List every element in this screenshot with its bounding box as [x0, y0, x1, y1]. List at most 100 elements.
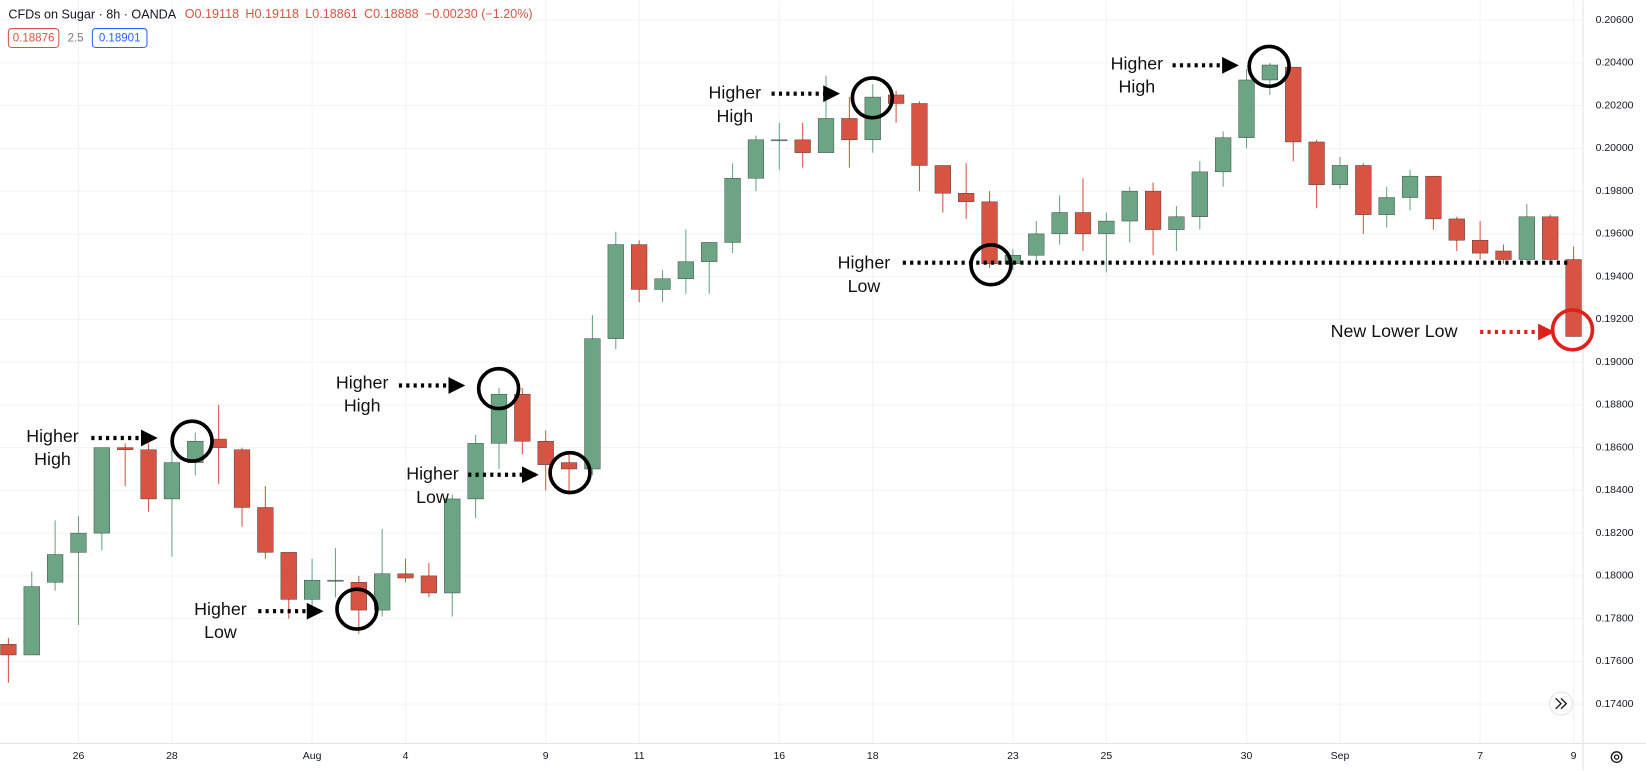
y-tick-label: 0.18000	[1596, 571, 1634, 582]
candle-body	[280, 552, 297, 600]
candle-body	[93, 447, 110, 534]
candle-body	[981, 201, 998, 265]
x-tick-label: 4	[403, 751, 409, 762]
y-tick-label: 0.20000	[1596, 143, 1634, 154]
candle-body	[888, 94, 905, 104]
grid	[0, 0, 1584, 744]
candle-body	[537, 441, 554, 465]
x-tick-label: 30	[1241, 751, 1253, 762]
candle-body	[0, 644, 17, 656]
scroll-button[interactable]	[1548, 691, 1574, 716]
candle-body	[1542, 216, 1559, 260]
candle-body	[1121, 190, 1138, 222]
annotation-line: Higher	[838, 252, 891, 272]
candle-body	[958, 193, 975, 203]
x-tick-label: 25	[1101, 751, 1113, 762]
candle-body	[23, 586, 40, 656]
candle-body	[1472, 240, 1489, 254]
y-tick-label: 0.20200	[1596, 100, 1634, 111]
candle-body	[794, 139, 811, 153]
annotation-line: Low	[416, 487, 449, 507]
candles	[0, 62, 1582, 683]
candle-body	[584, 338, 601, 470]
candle-body	[1004, 255, 1021, 265]
candle-body	[420, 575, 437, 594]
x-tick-label: 7	[1477, 751, 1483, 762]
y-tick-label: 0.18600	[1596, 442, 1634, 453]
annotation-line: Higher	[336, 372, 389, 392]
y-tick-label: 0.19400	[1596, 271, 1634, 282]
candle-body	[677, 261, 694, 279]
annotation-line: High	[34, 449, 71, 469]
y-tick-label: 0.19000	[1596, 357, 1634, 368]
annotation: Higher High	[336, 372, 389, 415]
y-tick-label: 0.19800	[1596, 186, 1634, 197]
candle-body	[257, 507, 274, 553]
badge: 2.5	[68, 33, 84, 45]
badge-box	[91, 28, 148, 49]
x-tick-label: 26	[73, 751, 85, 762]
y-tick-label: 0.20400	[1596, 58, 1634, 69]
candle-body	[514, 393, 531, 442]
candle-body	[1378, 197, 1395, 215]
y-tick-label: 0.18400	[1596, 485, 1634, 496]
axes: 0.17400 0.17600 0.17800 0.18000 0.18200 0.184…	[73, 15, 1634, 762]
annotation: Higher High	[26, 426, 79, 469]
annotation-circle	[548, 450, 592, 495]
readout-item: O0.19118	[185, 7, 239, 21]
candle-body	[771, 139, 788, 142]
annotation-circle	[1550, 308, 1595, 352]
annotation: Higher High	[709, 82, 762, 125]
candle-body	[1401, 175, 1419, 198]
annotation: Higher High	[1111, 53, 1164, 96]
candle-body	[841, 118, 858, 141]
y-tick-label: 0.18800	[1596, 400, 1634, 411]
annotation-circle	[335, 587, 379, 631]
settings-icon[interactable]	[1610, 751, 1623, 764]
y-tick-label: 0.19600	[1596, 229, 1634, 240]
candle-body	[701, 242, 718, 262]
annotation: Higher Low	[406, 463, 459, 506]
candle-body	[631, 244, 648, 290]
candle-body	[1028, 233, 1045, 256]
candle-body	[1355, 165, 1372, 215]
candle-body	[163, 462, 181, 500]
chart-title: CFDs on Sugar · 8h · OANDA	[8, 7, 176, 21]
candle-body	[1191, 171, 1208, 217]
candle-body	[911, 103, 928, 166]
x-tick-label: Sep	[1331, 751, 1350, 762]
candle-body	[1098, 220, 1115, 235]
candle-body	[724, 178, 741, 243]
candle-body	[607, 244, 624, 339]
candle-body	[140, 449, 157, 500]
candle-body	[1331, 165, 1349, 185]
y-tick-label: 0.18200	[1596, 528, 1634, 539]
badge: 0.18876	[13, 33, 55, 45]
annotation-circle	[850, 76, 895, 120]
candle-body	[47, 554, 64, 583]
x-tick-label: Aug	[303, 751, 322, 762]
candle-body	[1285, 66, 1302, 143]
annotation: New Lower Low	[1331, 321, 1458, 341]
annotation-line: Low	[204, 622, 237, 642]
candle-body	[1425, 175, 1442, 220]
x-tick-label: 23	[1007, 751, 1019, 762]
candle-body	[1144, 190, 1162, 230]
x-tick-label: 11	[634, 751, 645, 762]
annotation-line: High	[1119, 76, 1156, 96]
candle-body	[374, 573, 391, 611]
annotation-line: Higher	[26, 426, 79, 446]
candle-body	[654, 278, 671, 290]
candle-body	[747, 139, 765, 179]
candle-body	[467, 443, 484, 500]
candle-body	[1261, 64, 1278, 81]
candle-body	[1495, 250, 1512, 260]
x-tick-label: 28	[166, 751, 178, 762]
candle-body	[1168, 216, 1185, 230]
annotation-line: Higher	[709, 82, 762, 102]
annotation-line: Higher	[194, 599, 247, 619]
candle-body	[1074, 212, 1092, 235]
candle-body	[233, 449, 251, 508]
candle-body	[1518, 216, 1535, 260]
